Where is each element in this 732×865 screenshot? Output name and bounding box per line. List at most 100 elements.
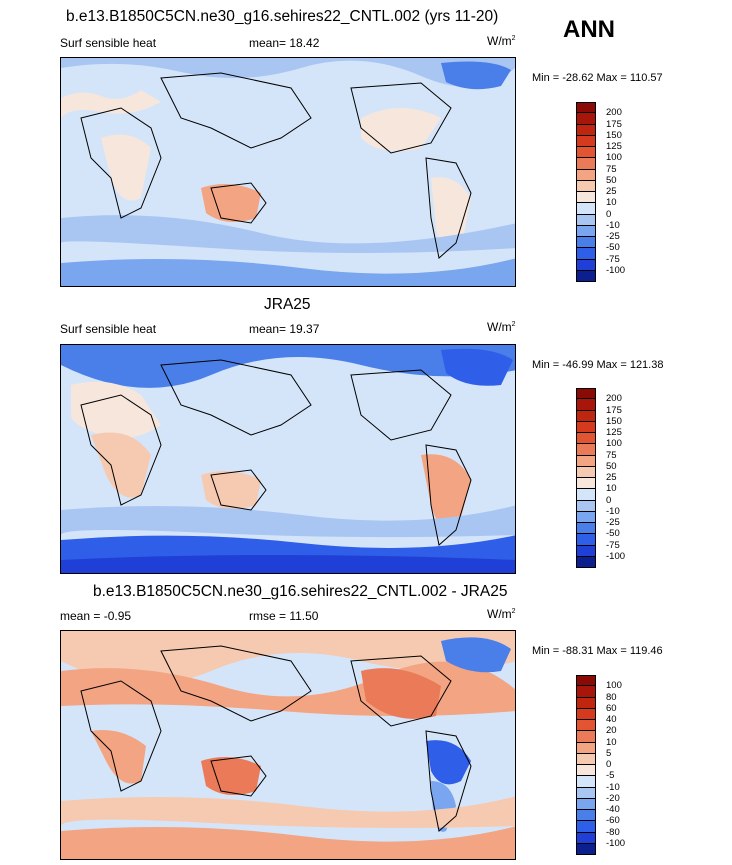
panel2-variable: Surf sensible heat [60, 322, 157, 336]
colorbar-tick-label: 0 [606, 759, 612, 770]
colorbar-swatch [576, 147, 596, 159]
panel2-title: JRA25 [264, 296, 311, 313]
colorbar-tick-label: 5 [606, 747, 612, 759]
colorbar-swatch [576, 124, 596, 136]
colorbar-tick-label: 100 [606, 152, 622, 164]
panel3-minmax: Min = -88.31 Max = 119.46 [532, 645, 663, 657]
colorbar-swatch [576, 399, 596, 411]
colorbar-swatch [576, 225, 596, 237]
colorbar-swatch [576, 102, 596, 114]
colorbar-tick-label: 100 [606, 680, 622, 692]
season-label: ANN [563, 16, 615, 43]
panel2-units: W/m2 [487, 320, 516, 334]
colorbar-swatch [576, 798, 596, 810]
colorbar-tick-label: 50 [606, 174, 617, 186]
colorbar-swatch [576, 113, 596, 125]
colorbar-tick-label: -100 [606, 837, 626, 849]
colorbar-tick-label: 150 [606, 129, 622, 141]
panel1-map [60, 57, 516, 287]
colorbar-tick-label: -40 [606, 804, 620, 815]
colorbar-swatch [576, 731, 596, 743]
colorbar-swatch [576, 410, 596, 422]
panel1-title: b.e13.B1850C5CN.ne30_g16.sehires22_CNTL.… [66, 8, 499, 25]
panel1-variable: Surf sensible heat [60, 36, 157, 50]
colorbar-swatch [576, 556, 596, 568]
panel2-map-svg [61, 345, 515, 573]
colorbar-tick-label: 200 [606, 393, 622, 405]
colorbar-swatch [576, 169, 596, 181]
colorbar-swatch [576, 697, 596, 709]
colorbar-swatch [576, 511, 596, 523]
colorbar-swatch [576, 466, 596, 478]
colorbar-swatch [576, 203, 596, 215]
colorbar-swatch [576, 675, 596, 687]
colorbar-tick-label: 125 [606, 427, 622, 438]
colorbar-swatch [576, 765, 596, 777]
colorbar-tick-label: 80 [606, 691, 617, 703]
colorbar-tick-label: -75 [606, 253, 620, 265]
colorbar-swatch [576, 753, 596, 765]
panel1-colorbar: 200 175 150 125 100 75 50 25 10 0 -10 -25 -50 -75 -100 [576, 102, 625, 282]
colorbar-swatch [576, 534, 596, 546]
colorbar-tick-label: 0 [606, 494, 612, 506]
colorbar-tick-label: -10 [606, 781, 620, 793]
colorbar-swatch [576, 433, 596, 445]
colorbar-tick-label: 50 [606, 460, 617, 472]
panel3-colorbar: 100 80 60 40 20 10 5 0 -5 -10 -20 -40 -60 -80 -100 [576, 675, 625, 855]
colorbar-swatch [576, 489, 596, 501]
colorbar-swatch [576, 158, 596, 170]
colorbar-swatch [576, 135, 596, 147]
colorbar-tick-label: 0 [606, 208, 612, 220]
colorbar-tick-label: 25 [606, 186, 617, 197]
panel1-units: W/m2 [487, 34, 516, 48]
colorbar-tick-label: -20 [606, 792, 620, 804]
colorbar-tick-label: -50 [606, 528, 620, 540]
colorbar-swatch [576, 259, 596, 271]
colorbar-tick-label: -25 [606, 517, 620, 528]
colorbar-tick-label: -75 [606, 539, 620, 551]
colorbar-tick-label: 75 [606, 163, 617, 175]
panel3-map [60, 630, 516, 860]
colorbar-swatch [576, 478, 596, 490]
colorbar-tick-label: 175 [606, 118, 622, 130]
colorbar-swatch [576, 248, 596, 260]
panel2-colorbar: 200 175 150 125 100 75 50 25 10 0 -10 -25 -50 -75 -100 [576, 388, 625, 568]
colorbar-tick-label: -80 [606, 826, 620, 838]
colorbar-swatch [576, 455, 596, 467]
colorbar-swatch [576, 742, 596, 754]
colorbar-swatch [576, 421, 596, 433]
colorbar-swatch [576, 832, 596, 844]
colorbar-swatch [576, 388, 596, 400]
colorbar-swatch [576, 444, 596, 456]
colorbar-swatch [576, 237, 596, 249]
colorbar-swatch [576, 720, 596, 732]
panel2-minmax: Min = -46.99 Max = 121.38 [532, 359, 664, 371]
panel1-minmax: Min = -28.62 Max = 110.57 [532, 72, 663, 84]
colorbar-tick-label: 175 [606, 404, 622, 416]
panel3-title: b.e13.B1850C5CN.ne30_g16.sehires22_CNTL.… [93, 583, 508, 600]
colorbar-tick-label: -25 [606, 231, 620, 242]
colorbar-tick-label: 100 [606, 438, 622, 450]
colorbar-swatch [576, 523, 596, 535]
colorbar-tick-label: 10 [606, 197, 617, 209]
colorbar-tick-label: 25 [606, 472, 617, 483]
colorbar-tick-label: 40 [606, 714, 617, 725]
panel3-mean: mean = -0.95 [60, 609, 132, 623]
colorbar-tick-label: -50 [606, 242, 620, 254]
colorbar-swatch [576, 270, 596, 282]
colorbar-swatch [576, 810, 596, 822]
panel2-mean: mean= 19.37 [249, 322, 320, 336]
colorbar-swatch [576, 821, 596, 833]
colorbar-tick-label: -10 [606, 219, 620, 231]
colorbar-tick-label: 150 [606, 415, 622, 427]
colorbar-tick-label: 75 [606, 449, 617, 461]
colorbar-swatch [576, 686, 596, 698]
colorbar-swatch [576, 180, 596, 192]
colorbar-swatch [576, 192, 596, 204]
colorbar-tick-label: -100 [606, 264, 626, 276]
colorbar-tick-label: -5 [606, 770, 615, 782]
colorbar-swatch [576, 214, 596, 226]
panel2-map [60, 344, 516, 574]
panel1-map-svg [61, 58, 515, 286]
colorbar-tick-label: 10 [606, 483, 617, 495]
